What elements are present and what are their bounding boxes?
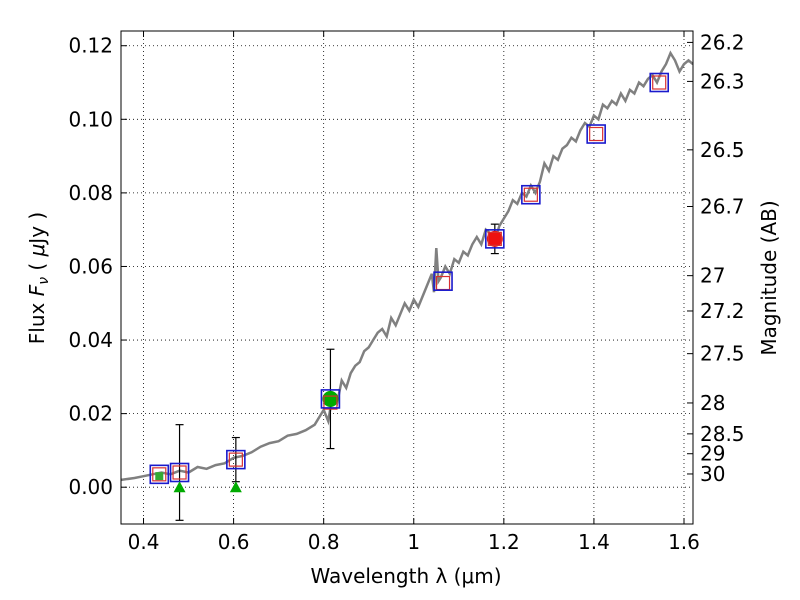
model-square bbox=[652, 75, 667, 90]
plot-frame bbox=[120, 30, 694, 525]
grid-lines bbox=[121, 31, 693, 524]
spectrum-line bbox=[121, 50, 693, 482]
y2-tick-label: 27.2 bbox=[700, 299, 745, 323]
axis-ticks: 0.4 0.6 0.8 1 1.2 1.4 1.6 0.00 0.02 0.04 0.06 0.08 0… bbox=[68, 30, 744, 554]
model-square bbox=[172, 465, 187, 480]
y-tick-label: 0.04 bbox=[68, 328, 113, 352]
y2-tick-label: 26.2 bbox=[700, 30, 745, 54]
observed-square bbox=[586, 124, 606, 144]
y2-tick-label: 26.7 bbox=[700, 194, 745, 218]
y2-tick-label: 26.5 bbox=[700, 138, 745, 162]
x-tick-label: 0.8 bbox=[308, 530, 340, 554]
y-axis-title-open: ( bbox=[25, 256, 49, 277]
y-tick-label: 0.08 bbox=[68, 181, 113, 205]
x-tick-label: 1.2 bbox=[488, 530, 520, 554]
x-tick-label: 1.6 bbox=[668, 530, 700, 554]
model-square bbox=[323, 395, 338, 410]
y-axis-title-prefix: Flux bbox=[25, 296, 49, 344]
y-axis-title: Flux Fν ( μJy ) bbox=[25, 212, 52, 344]
y2-tick-label: 27 bbox=[700, 264, 725, 288]
y-axis-title-unit: Jy ) bbox=[25, 212, 49, 246]
model-square bbox=[487, 231, 502, 246]
x-tick-label: 1 bbox=[407, 530, 420, 554]
model-square bbox=[228, 452, 243, 467]
model-square bbox=[152, 467, 167, 482]
y-tick-label: 0.12 bbox=[68, 34, 113, 58]
y2-tick-label: 29 bbox=[700, 442, 725, 466]
y2-tick-label: 26.3 bbox=[700, 69, 745, 93]
y-tick-label: 0.10 bbox=[68, 107, 113, 131]
small-square-marker bbox=[155, 472, 164, 481]
y2-tick-label: 28.5 bbox=[700, 422, 745, 446]
y2-tick-label: 30 bbox=[700, 462, 725, 486]
y-tick-label: 0.06 bbox=[68, 254, 113, 278]
y-axis-title-subscript: ν bbox=[36, 277, 52, 285]
marker-layer bbox=[149, 72, 670, 521]
upper-limit-triangle bbox=[229, 481, 242, 493]
y-tick-label: 0.02 bbox=[68, 402, 113, 426]
observed-square bbox=[320, 389, 341, 409]
detection-circle bbox=[322, 390, 339, 407]
detection-circle bbox=[486, 230, 503, 247]
observed-square bbox=[521, 184, 541, 205]
observed-square bbox=[433, 271, 453, 291]
x-axis-title: Wavelength λ (μm) bbox=[310, 564, 501, 588]
y-axis-title-symbol: F bbox=[25, 284, 49, 296]
y2-tick-label: 28 bbox=[700, 391, 725, 415]
model-square bbox=[523, 187, 538, 202]
observed-square bbox=[485, 229, 505, 249]
x-tick-label: 1.4 bbox=[578, 530, 610, 554]
y-tick-label: 0.00 bbox=[68, 475, 113, 499]
upper-limit-triangle bbox=[173, 481, 186, 493]
y-axis-title-mu: μ bbox=[25, 244, 49, 258]
observed-square bbox=[149, 464, 170, 485]
observed-square bbox=[649, 72, 670, 93]
secondary-y-axis-title: Magnitude (AB) bbox=[757, 200, 781, 355]
x-tick-label: 0.6 bbox=[218, 530, 250, 554]
x-tick-label: 0.4 bbox=[128, 530, 160, 554]
y2-tick-label: 27.5 bbox=[700, 342, 745, 366]
spectrum-layer bbox=[121, 50, 693, 482]
observed-square bbox=[226, 449, 246, 470]
model-square bbox=[589, 126, 604, 142]
